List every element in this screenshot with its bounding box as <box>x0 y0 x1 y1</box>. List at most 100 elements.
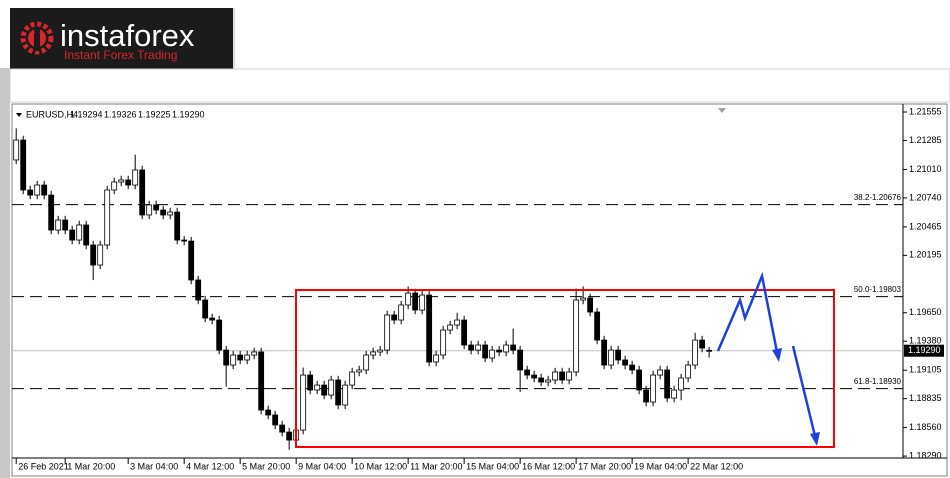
candle-body <box>160 209 167 216</box>
candle-body <box>489 349 496 359</box>
candle-body <box>370 351 377 356</box>
window-edge <box>0 68 10 478</box>
candle-body <box>384 314 391 351</box>
y-tick-label: 1.18835 <box>909 393 942 403</box>
candle-body <box>398 304 405 321</box>
candle-body <box>279 424 286 433</box>
candle-body <box>209 317 216 321</box>
candle-body <box>62 219 69 231</box>
y-tick-label: 1.21010 <box>909 164 942 174</box>
candle-body <box>531 374 538 379</box>
candle-body <box>202 299 209 319</box>
toolbar-area <box>9 68 950 103</box>
candle-body <box>328 379 335 396</box>
x-tick-label: 10 Mar 12:00 <box>354 461 407 471</box>
candle-body <box>468 344 475 351</box>
candle-body <box>363 354 370 371</box>
logo-box <box>10 8 233 69</box>
candle-body <box>356 369 363 373</box>
menu-arrow <box>16 113 22 117</box>
candle-body <box>475 344 482 351</box>
candle-body <box>237 354 244 361</box>
candle-body <box>90 244 97 266</box>
candle-body <box>314 384 321 391</box>
candle-body <box>510 344 517 351</box>
candle-body <box>41 184 48 196</box>
candle-body <box>76 224 83 241</box>
candle-body <box>545 379 552 383</box>
x-tick-label: 3 Mar 04:00 <box>130 461 178 471</box>
candle-body <box>587 297 594 313</box>
range-box <box>295 289 835 448</box>
candle-body <box>636 369 643 391</box>
candle-body <box>146 204 153 216</box>
candle-body <box>286 431 293 441</box>
price-box <box>904 344 944 357</box>
candle-body <box>111 181 118 191</box>
ohlc-legend: 1.19294 1.19326 1.19225 1.19290 <box>70 109 205 119</box>
ohlc-value: 1.19225 <box>138 109 171 119</box>
fib-label: 50.0-1.19803 <box>854 285 902 294</box>
candle-body <box>573 299 580 373</box>
y-tick-label: 1.19105 <box>909 365 942 375</box>
arrow-head <box>810 432 820 446</box>
x-tick-label: 1 Mar 20:00 <box>67 461 115 471</box>
candle-body <box>223 349 230 366</box>
ohlc-value: 1.19290 <box>172 109 205 119</box>
price-box-label: 1.19290 <box>908 345 941 355</box>
candle-body <box>34 184 41 196</box>
candle-body <box>538 377 545 383</box>
y-tick-label: 1.20465 <box>909 221 942 231</box>
candle-body <box>433 354 440 363</box>
y-tick-label: 1.20740 <box>909 192 942 202</box>
candle-body <box>13 139 20 161</box>
fib-label: 38.2-1.20676 <box>854 193 902 202</box>
candle-body <box>48 194 55 231</box>
candle-body <box>671 389 678 399</box>
candle-body <box>216 319 223 351</box>
candle-body <box>496 349 503 353</box>
candle-body <box>601 339 608 366</box>
candle-body <box>167 211 174 216</box>
candle-body <box>27 189 34 196</box>
candle-body <box>307 374 314 391</box>
forecast-arrow <box>716 271 779 353</box>
candle-body <box>622 359 629 366</box>
shift-marker <box>718 108 726 113</box>
y-tick-label: 1.21285 <box>909 135 942 145</box>
candle-body <box>377 349 384 353</box>
brand-name: instaforex <box>60 18 195 53</box>
candle-body <box>83 224 90 246</box>
candle-body <box>566 371 573 381</box>
y-tick-label: 1.21555 <box>909 106 942 116</box>
candle-body <box>706 349 713 352</box>
x-tick-label: 19 Mar 04:00 <box>634 461 687 471</box>
candle-body <box>629 364 636 371</box>
candle-body <box>265 409 272 416</box>
candle-body <box>454 319 461 326</box>
candle-body <box>118 179 125 183</box>
candle-body <box>552 371 559 381</box>
candle-body <box>419 294 426 311</box>
fib-label: 61.8-1.18930 <box>854 377 902 386</box>
candle-body <box>580 297 587 301</box>
candle-body <box>335 379 342 406</box>
x-tick-label: 16 Mar 12:00 <box>522 461 575 471</box>
candle-body <box>321 384 328 396</box>
candle-body <box>349 371 356 386</box>
candle-body <box>300 374 307 431</box>
ohlc-value: 1.19294 <box>70 109 103 119</box>
logo-icon <box>20 21 54 55</box>
candle-body <box>524 369 531 376</box>
candle-body <box>405 292 412 306</box>
candle-body <box>258 351 265 411</box>
candle-body <box>678 377 685 391</box>
candle-body <box>97 244 104 266</box>
candle-body <box>230 354 237 366</box>
candle-body <box>188 240 195 281</box>
x-tick-label: 22 Mar 12:00 <box>690 461 743 471</box>
x-tick-label: 17 Mar 20:00 <box>578 461 631 471</box>
candle-body <box>391 314 398 321</box>
